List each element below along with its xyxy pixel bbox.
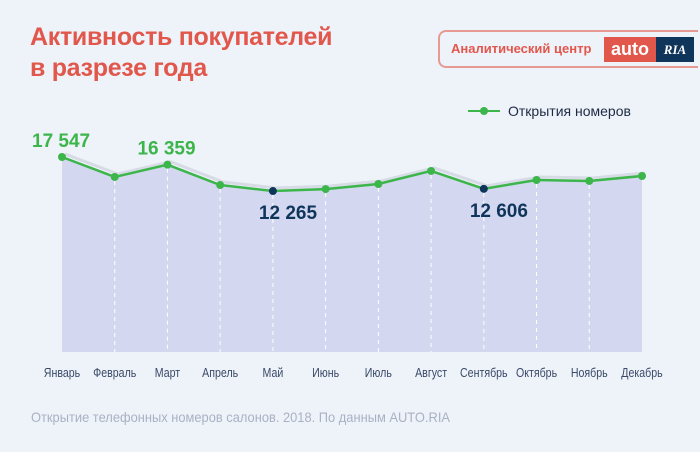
logo-auto: auto — [604, 37, 656, 62]
data-point-Июль — [374, 179, 383, 188]
data-point-Апрель — [216, 181, 225, 190]
x-tick-label: Июль — [365, 366, 392, 380]
x-tick-label: Март — [155, 366, 181, 380]
data-point-Октябрь — [532, 175, 541, 184]
data-point-Декабрь — [638, 171, 646, 180]
x-tick-label: Август — [415, 366, 448, 380]
area-fill — [62, 157, 642, 352]
logo-frame — [438, 30, 698, 68]
data-point-Май — [268, 187, 277, 196]
data-point-Август — [427, 166, 436, 175]
data-label: 12 265 — [259, 203, 318, 224]
x-tick-label: Май — [263, 366, 284, 380]
legend-label: Открытия номеров — [508, 103, 631, 119]
data-point-Сентябрь — [479, 184, 488, 193]
title-line-1: Активность покупателей — [30, 23, 333, 51]
x-tick-label: Январь — [44, 366, 80, 380]
x-tick-label: Сентябрь — [460, 366, 508, 380]
data-label: 17 547 — [32, 131, 90, 152]
title-line-2: в разрезе года — [30, 54, 207, 82]
data-point-Январь — [58, 153, 66, 161]
data-point-Февраль — [110, 172, 119, 181]
x-tick-label: Февраль — [93, 366, 136, 380]
x-tick-label: Октябрь — [516, 366, 557, 380]
x-tick-label: Июнь — [312, 366, 339, 380]
data-label: 16 359 — [137, 139, 195, 160]
line-shadow — [64, 152, 646, 190]
x-tick-label: Ноябрь — [571, 366, 608, 380]
footer-note: Открытие телефонных номеров салонов. 201… — [31, 409, 450, 425]
legend-swatch — [468, 107, 500, 115]
series-line — [61, 155, 643, 193]
data-point-Ноябрь — [585, 176, 594, 185]
data-label: 12 606 — [470, 201, 528, 222]
legend: Открытия номеров — [468, 103, 631, 119]
chart-title: Активность покупателей в разрезе года — [30, 22, 333, 84]
logo-ria: RIA — [656, 37, 694, 62]
data-point-Март — [163, 160, 172, 169]
data-point-Июнь — [321, 185, 330, 194]
logo-caption: Аналитический центр — [451, 41, 592, 56]
x-tick-label: Декабрь — [621, 366, 662, 380]
x-tick-label: Апрель — [202, 366, 238, 380]
